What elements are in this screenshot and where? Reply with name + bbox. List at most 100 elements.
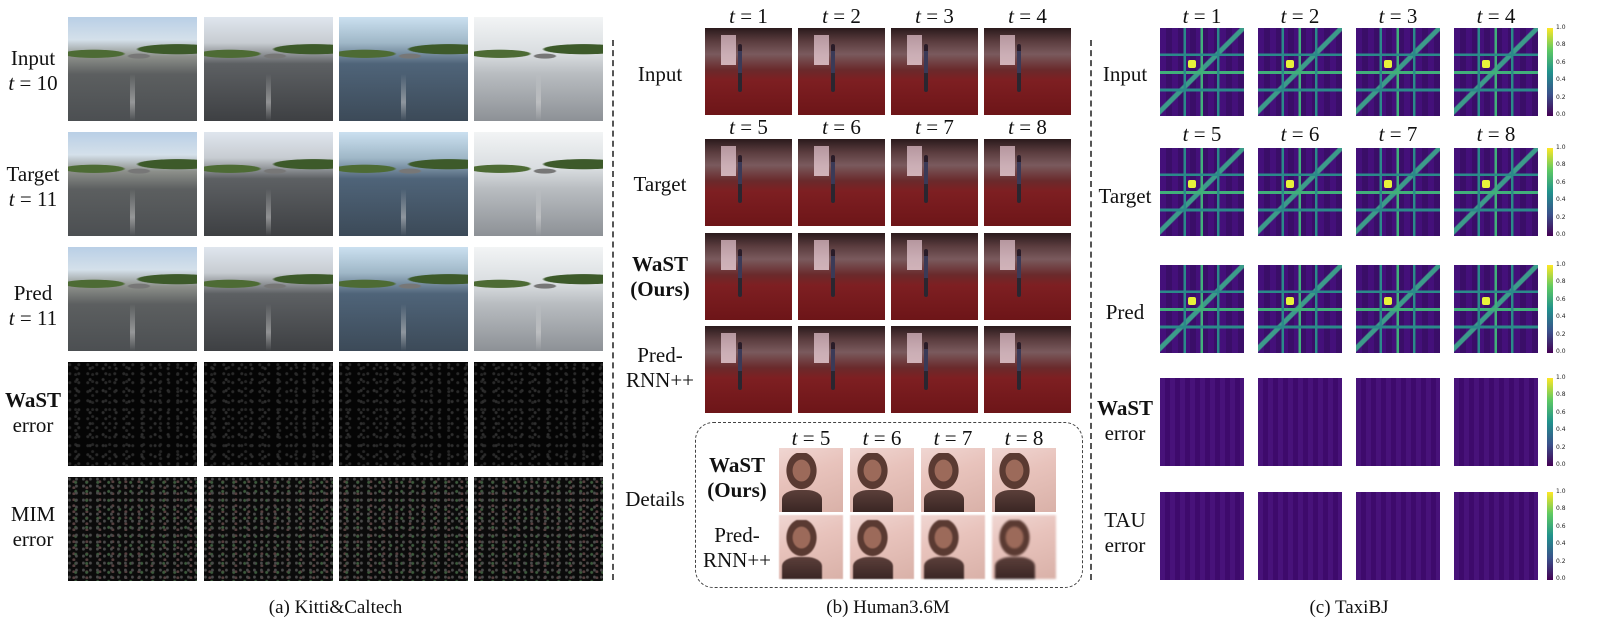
taxibj-target-heatmap — [1356, 148, 1440, 236]
time-label: t = 3 — [915, 4, 954, 28]
details-predrnn-crop — [850, 515, 914, 579]
row-label-details: Details — [625, 487, 685, 511]
human-input-frame — [705, 28, 792, 115]
time-label: t = 8 — [1008, 115, 1047, 139]
row-label-target: Target — [633, 172, 687, 196]
human-predrnn-frame — [798, 326, 885, 413]
time-label: t = 5 — [1182, 122, 1222, 146]
taxibj-input-heatmap — [1356, 28, 1440, 116]
human-wast-frame — [984, 233, 1071, 320]
colorbar-tick: 0.8 — [1556, 41, 1566, 48]
time-label: t = 4 — [1008, 4, 1047, 28]
colorbar-tick: 1.0 — [1556, 261, 1566, 268]
kitti-pred-image — [204, 247, 333, 351]
colorbar-tick: 0.6 — [1556, 409, 1566, 416]
colorbar-tick: 0.6 — [1556, 296, 1566, 303]
kitti-pred-image — [68, 247, 197, 351]
colorbar-tick: 0.4 — [1556, 313, 1566, 320]
row-label-target: Target t = 11 — [6, 162, 60, 211]
kitti-target-image — [339, 132, 468, 236]
details-label-predrnn: Pred- RNN++ — [702, 523, 772, 572]
human-target-frame — [705, 139, 792, 226]
time-label: t = 5 — [729, 115, 768, 139]
colorbar-tick: 0.6 — [1556, 179, 1566, 186]
kitti-input-image — [68, 17, 197, 121]
time-label: t = 3 — [1378, 4, 1418, 28]
colorbar-tick: 0.6 — [1556, 523, 1566, 530]
taxibj-wast-error-heatmap — [1356, 378, 1440, 466]
taxibj-tau-error-heatmap — [1258, 492, 1342, 580]
row-label-tau-error: TAU error — [1104, 508, 1146, 557]
colorbar — [1547, 492, 1553, 580]
time-label: t = 8 — [1476, 122, 1516, 146]
taxibj-input-heatmap — [1258, 28, 1342, 116]
taxibj-input-heatmap — [1160, 28, 1244, 116]
row-label-pred: Pred — [1105, 300, 1145, 324]
colorbar-tick: 0.2 — [1556, 444, 1566, 451]
taxibj-input-heatmap — [1454, 28, 1538, 116]
row-label-predrnn: Pred- RNN++ — [625, 343, 695, 392]
taxibj-pred-heatmap — [1160, 265, 1244, 353]
time-label: t = 7 — [915, 115, 954, 139]
wast-error-map — [204, 362, 333, 466]
taxibj-wast-error-heatmap — [1258, 378, 1342, 466]
colorbar — [1547, 378, 1553, 466]
colorbar-tick: 0.2 — [1556, 214, 1566, 221]
separator-b-c — [1090, 40, 1092, 580]
taxibj-wast-error-heatmap — [1454, 378, 1538, 466]
human-target-frame — [984, 139, 1071, 226]
colorbar-tick: 1.0 — [1556, 374, 1566, 381]
colorbar-tick: 0.0 — [1556, 231, 1566, 238]
time-label: t = 2 — [1280, 4, 1320, 28]
kitti-target-image — [474, 132, 603, 236]
details-predrnn-crop — [992, 515, 1056, 579]
time-label: t = 2 — [822, 4, 861, 28]
kitti-target-image — [204, 132, 333, 236]
time-label: t = 1 — [729, 4, 768, 28]
kitti-target-image — [68, 132, 197, 236]
caption-a: (a) Kitti&Caltech — [268, 597, 403, 618]
row-label-mim-error: MIM error — [10, 502, 56, 551]
details-wast-crop — [921, 448, 985, 512]
taxibj-pred-heatmap — [1454, 265, 1538, 353]
human-target-frame — [798, 139, 885, 226]
human-predrnn-frame — [984, 326, 1071, 413]
time-label: t = 8 — [1004, 426, 1044, 450]
details-predrnn-crop — [779, 515, 843, 579]
row-label-wast: WaST (Ours) — [630, 252, 690, 301]
colorbar-tick: 0.8 — [1556, 391, 1566, 398]
colorbar-tick: 0.0 — [1556, 111, 1566, 118]
taxibj-pred-heatmap — [1356, 265, 1440, 353]
wast-error-map — [339, 362, 468, 466]
taxibj-tau-error-heatmap — [1356, 492, 1440, 580]
human-input-frame — [891, 28, 978, 115]
colorbar-tick: 0.4 — [1556, 196, 1566, 203]
human-wast-frame — [798, 233, 885, 320]
kitti-input-image — [204, 17, 333, 121]
details-predrnn-crop — [921, 515, 985, 579]
separator-a-b — [612, 40, 614, 580]
colorbar-tick: 0.2 — [1556, 94, 1566, 101]
time-label: t = 6 — [822, 115, 861, 139]
human-target-frame — [891, 139, 978, 226]
colorbar-tick: 0.0 — [1556, 575, 1566, 582]
caption-b: (b) Human3.6M — [826, 597, 950, 618]
colorbar — [1547, 148, 1553, 236]
caption-c: (c) TaxiBJ — [1309, 597, 1389, 618]
details-label-wast: WaST (Ours) — [707, 453, 767, 502]
row-label-input: Input t = 10 — [8, 46, 58, 95]
colorbar-tick: 0.4 — [1556, 426, 1566, 433]
details-wast-crop — [850, 448, 914, 512]
row-label-target: Target — [1098, 184, 1152, 208]
colorbar-tick: 0.8 — [1556, 161, 1566, 168]
mim-error-map — [339, 477, 468, 581]
time-label: t = 6 — [862, 426, 902, 450]
kitti-input-image — [339, 17, 468, 121]
time-label: t = 4 — [1476, 4, 1516, 28]
colorbar-tick: 0.2 — [1556, 331, 1566, 338]
colorbar-tick: 0.0 — [1556, 348, 1566, 355]
row-label-wast-error: WaST error — [1096, 396, 1154, 445]
row-label-pred: Pred t = 11 — [8, 281, 58, 330]
colorbar-tick: 0.4 — [1556, 76, 1566, 83]
kitti-pred-image — [474, 247, 603, 351]
